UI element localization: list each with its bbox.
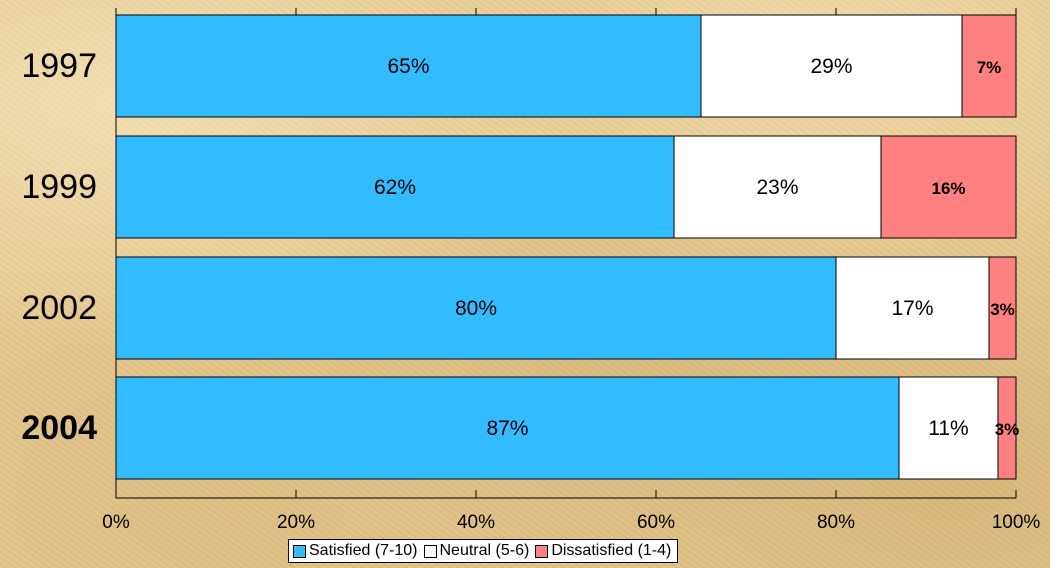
bar-label-2004-satisfied: 87%: [486, 417, 528, 440]
x-tick-label-40: 40%: [457, 512, 495, 533]
category-labels: 1997 1999 2002 2004: [21, 47, 97, 447]
x-tick-label-80: 80%: [817, 512, 855, 533]
legend: Satisfied (7-10) Neutral (5-6) Dissatisf…: [288, 539, 679, 563]
legend-label-neutral: Neutral (5-6): [439, 542, 530, 559]
x-tick-label-60: 60%: [637, 512, 675, 533]
category-label-2002: 2002: [21, 289, 97, 327]
bar-label-1997-dissatisfied: 7%: [977, 58, 1002, 77]
category-label-1997: 1997: [21, 47, 97, 85]
bar-label-1997-neutral: 29%: [810, 55, 852, 78]
bar-label-1997-satisfied: 65%: [387, 55, 429, 78]
legend-label-satisfied: Satisfied (7-10): [309, 542, 418, 559]
category-label-1999: 1999: [21, 168, 97, 206]
bars-layer: 65% 29% 7% 62% 23% 16% 80% 17% 3% 87% 11% 3%: [115, 14, 1020, 480]
bar-label-2002-neutral: 17%: [891, 297, 933, 320]
bar-1997-dissatisfied: [961, 14, 1017, 118]
legend-item-dissatisfied: Dissatisfied (1-4): [535, 542, 671, 560]
bar-label-1999-dissatisfied: 16%: [931, 179, 965, 198]
bar-label-2004-dissatisfied: 3%: [995, 420, 1020, 439]
bar-label-1999-neutral: 23%: [756, 176, 798, 199]
bar-2002-dissatisfied: [988, 256, 1017, 360]
category-label-2004: 2004: [21, 409, 97, 447]
bar-1999-neutral: [673, 135, 882, 239]
legend-item-neutral: Neutral (5-6): [423, 542, 530, 560]
bar-label-2002-satisfied: 80%: [455, 297, 497, 320]
bar-1997-satisfied: [115, 14, 702, 118]
x-tick-label-100: 100%: [992, 512, 1041, 533]
bar-1999-dissatisfied: [880, 135, 1017, 239]
bar-2004-satisfied: [115, 376, 900, 480]
bar-2002-satisfied: [115, 256, 837, 360]
bar-2004-dissatisfied: [997, 376, 1017, 480]
x-tick-label-0: 0%: [102, 512, 130, 533]
legend-item-satisfied: Satisfied (7-10): [293, 542, 418, 560]
bar-label-1999-satisfied: 62%: [374, 176, 416, 199]
legend-swatch-dissatisfied: [535, 544, 549, 558]
bar-label-2004-neutral: 11%: [928, 417, 968, 440]
x-tick-label-20: 20%: [277, 512, 315, 533]
bar-2002-neutral: [835, 256, 990, 360]
bar-1997-neutral: [700, 14, 963, 118]
legend-swatch-satisfied: [293, 544, 306, 558]
bar-1999-satisfied: [115, 135, 675, 239]
bar-label-2002-dissatisfied: 3%: [990, 300, 1015, 319]
legend-swatch-neutral: [423, 544, 437, 558]
legend-label-dissatisfied: Dissatisfied (1-4): [551, 542, 672, 559]
x-axis: 0% 20% 40% 60% 80% 100%: [102, 8, 1040, 533]
